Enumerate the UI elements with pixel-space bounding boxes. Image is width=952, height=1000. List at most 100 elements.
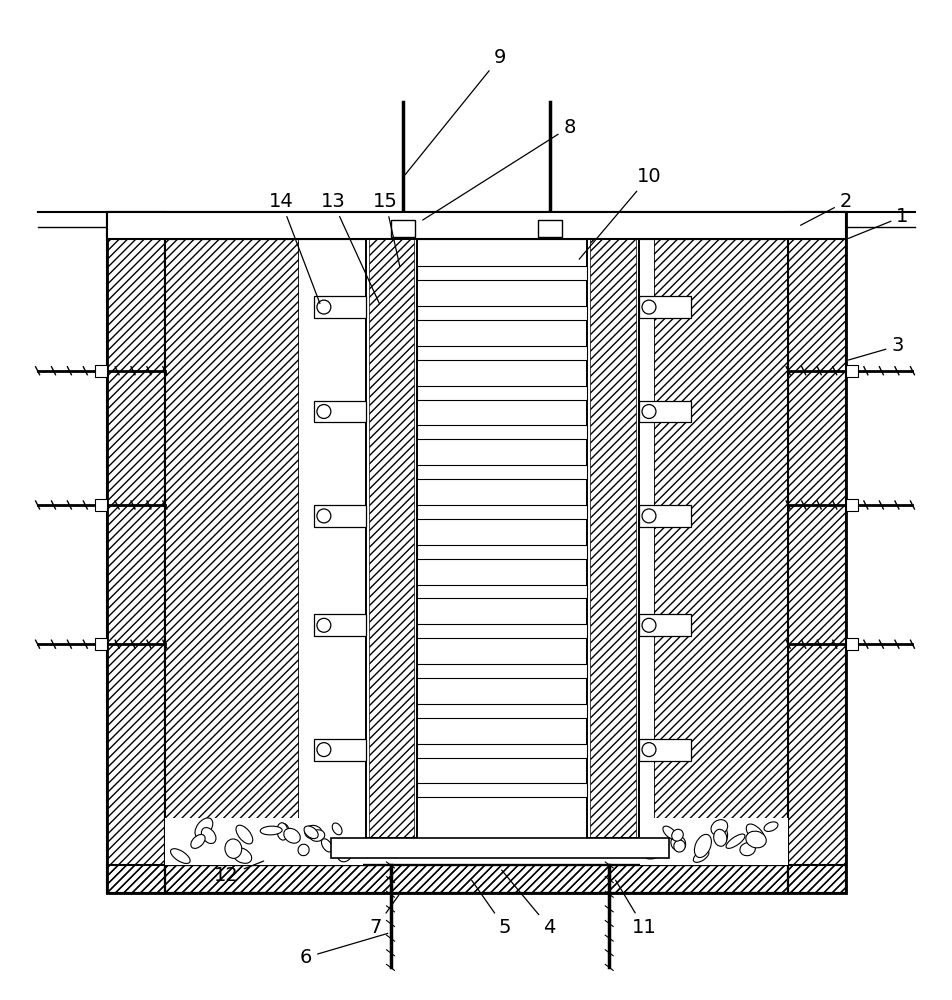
- Ellipse shape: [642, 300, 655, 314]
- Bar: [417, 664, 586, 678]
- Ellipse shape: [739, 843, 755, 856]
- Bar: [417, 585, 586, 598]
- Bar: [165, 865, 787, 893]
- Ellipse shape: [321, 839, 332, 852]
- Bar: [165, 865, 787, 893]
- Bar: [417, 425, 586, 439]
- Bar: [391, 220, 415, 237]
- Bar: [417, 346, 586, 360]
- Bar: [639, 401, 690, 422]
- Bar: [417, 704, 586, 718]
- Bar: [95, 499, 107, 511]
- Bar: [640, 818, 787, 865]
- Ellipse shape: [663, 826, 676, 839]
- Bar: [299, 239, 653, 865]
- Bar: [639, 739, 690, 761]
- Ellipse shape: [671, 829, 683, 841]
- Bar: [107, 865, 845, 893]
- Bar: [845, 638, 857, 650]
- Bar: [845, 365, 857, 377]
- Bar: [589, 239, 635, 838]
- Bar: [417, 505, 586, 519]
- Text: 8: 8: [423, 118, 575, 220]
- Ellipse shape: [745, 824, 764, 844]
- Ellipse shape: [694, 834, 711, 858]
- Bar: [313, 505, 366, 527]
- Bar: [586, 239, 639, 838]
- Text: 2: 2: [800, 192, 851, 225]
- Text: 6: 6: [300, 933, 387, 967]
- Bar: [366, 239, 417, 838]
- Ellipse shape: [284, 828, 300, 843]
- Ellipse shape: [693, 850, 708, 862]
- Bar: [107, 212, 845, 893]
- Ellipse shape: [170, 849, 190, 863]
- Text: 13: 13: [320, 192, 379, 304]
- Ellipse shape: [309, 830, 325, 841]
- Text: 10: 10: [579, 167, 661, 259]
- Ellipse shape: [317, 300, 330, 314]
- Bar: [639, 296, 690, 318]
- Ellipse shape: [195, 818, 212, 838]
- Ellipse shape: [317, 509, 330, 523]
- Bar: [165, 818, 363, 865]
- Ellipse shape: [336, 838, 354, 862]
- Ellipse shape: [644, 849, 661, 859]
- Bar: [417, 266, 586, 280]
- Bar: [165, 239, 299, 865]
- Ellipse shape: [670, 835, 684, 851]
- Ellipse shape: [225, 839, 242, 858]
- Text: 1: 1: [847, 207, 908, 238]
- Text: 7: 7: [369, 895, 399, 937]
- Bar: [366, 239, 417, 838]
- Ellipse shape: [716, 826, 726, 844]
- Ellipse shape: [277, 823, 288, 840]
- Bar: [165, 212, 787, 865]
- Ellipse shape: [764, 822, 777, 831]
- Text: 3: 3: [847, 336, 902, 360]
- Text: 5: 5: [471, 880, 510, 937]
- Bar: [330, 838, 668, 858]
- Ellipse shape: [232, 848, 251, 863]
- Ellipse shape: [673, 840, 684, 852]
- Bar: [165, 239, 787, 865]
- Bar: [845, 499, 857, 511]
- Bar: [417, 624, 586, 638]
- Bar: [107, 212, 845, 239]
- Ellipse shape: [642, 509, 655, 523]
- Text: 9: 9: [405, 48, 506, 175]
- Text: 12: 12: [214, 861, 264, 885]
- Bar: [653, 239, 787, 865]
- Text: 11: 11: [615, 880, 656, 937]
- Ellipse shape: [725, 834, 744, 848]
- Ellipse shape: [642, 743, 655, 757]
- Bar: [95, 365, 107, 377]
- Ellipse shape: [304, 826, 318, 839]
- Ellipse shape: [305, 825, 322, 839]
- Ellipse shape: [745, 831, 765, 848]
- Bar: [417, 386, 586, 400]
- Bar: [313, 614, 366, 636]
- Bar: [313, 296, 366, 318]
- Bar: [787, 212, 845, 893]
- Ellipse shape: [190, 834, 205, 848]
- Bar: [95, 638, 107, 650]
- Bar: [639, 505, 690, 527]
- Text: 14: 14: [268, 192, 320, 303]
- Bar: [313, 401, 366, 422]
- Ellipse shape: [236, 825, 252, 844]
- Ellipse shape: [317, 743, 330, 757]
- Bar: [107, 212, 165, 893]
- Bar: [417, 783, 586, 797]
- Ellipse shape: [332, 823, 342, 835]
- Ellipse shape: [317, 618, 330, 632]
- Ellipse shape: [710, 820, 727, 835]
- Bar: [313, 739, 366, 761]
- Bar: [368, 239, 414, 838]
- Ellipse shape: [713, 829, 726, 846]
- Ellipse shape: [642, 618, 655, 632]
- Ellipse shape: [277, 823, 288, 838]
- Bar: [537, 220, 561, 237]
- Bar: [639, 614, 690, 636]
- Bar: [417, 744, 586, 758]
